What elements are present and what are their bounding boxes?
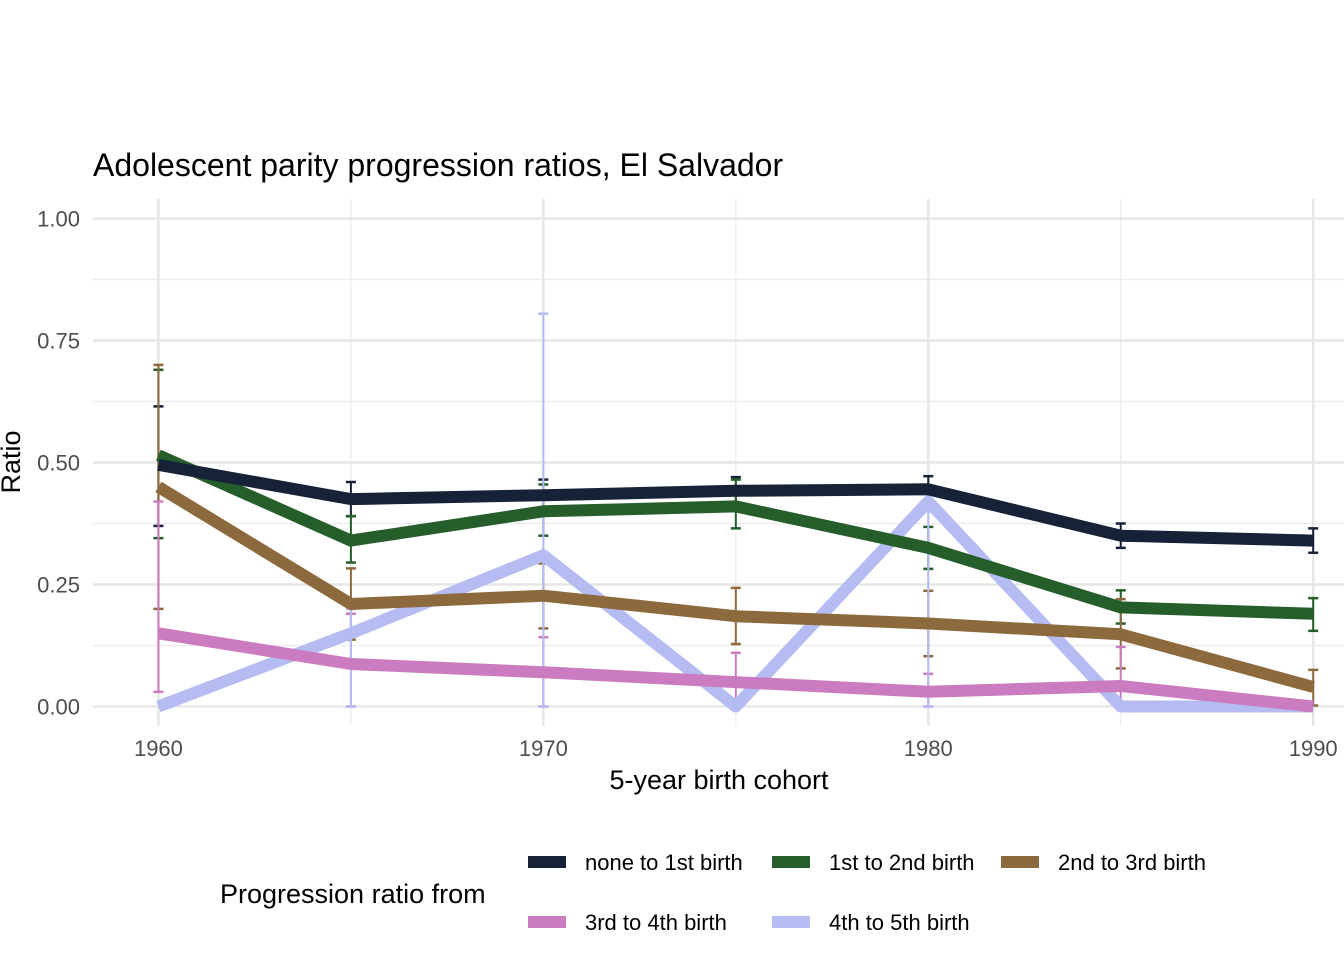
legend: Progression ratio from none to 1st birth…	[220, 850, 1206, 935]
series-line-5	[156, 495, 1314, 713]
legend-label-2: 1st to 2nd birth	[829, 850, 975, 875]
y-tick-label: 0.75	[37, 329, 80, 354]
series-line-3	[155, 481, 1315, 693]
y-tick-label: 0.00	[37, 694, 80, 719]
x-tick-label: 1970	[519, 736, 568, 761]
x-axis-ticks: 1960 1970 1980 1990	[134, 736, 1338, 761]
series-line-1	[157, 458, 1314, 547]
legend-items: none to 1st birth 1st to 2nd birth 2nd to …	[528, 850, 1206, 935]
y-tick-label: 0.25	[37, 572, 80, 597]
chart-title: Adolescent parity progression ratios, El…	[93, 147, 783, 183]
legend-label-3: 2nd to 3rd birth	[1058, 850, 1206, 875]
x-axis-title: 5-year birth cohort	[609, 765, 829, 795]
x-tick-label: 1980	[904, 736, 953, 761]
y-tick-label: 0.50	[37, 451, 80, 476]
series-line-4	[157, 627, 1314, 713]
y-tick-label: 1.00	[37, 207, 80, 232]
legend-label-4: 3rd to 4th birth	[585, 910, 727, 935]
x-tick-label: 1990	[1289, 736, 1338, 761]
x-tick-label: 1960	[134, 736, 183, 761]
y-axis-title: Ratio	[0, 430, 26, 493]
legend-title: Progression ratio from	[220, 879, 486, 909]
series-line-2	[155, 449, 1314, 620]
series-lines	[155, 449, 1315, 713]
y-axis-ticks: 0.00 0.25 0.50 0.75 1.00	[37, 207, 80, 720]
legend-label-5: 4th to 5th birth	[829, 910, 970, 935]
legend-label-1: none to 1st birth	[585, 850, 743, 875]
